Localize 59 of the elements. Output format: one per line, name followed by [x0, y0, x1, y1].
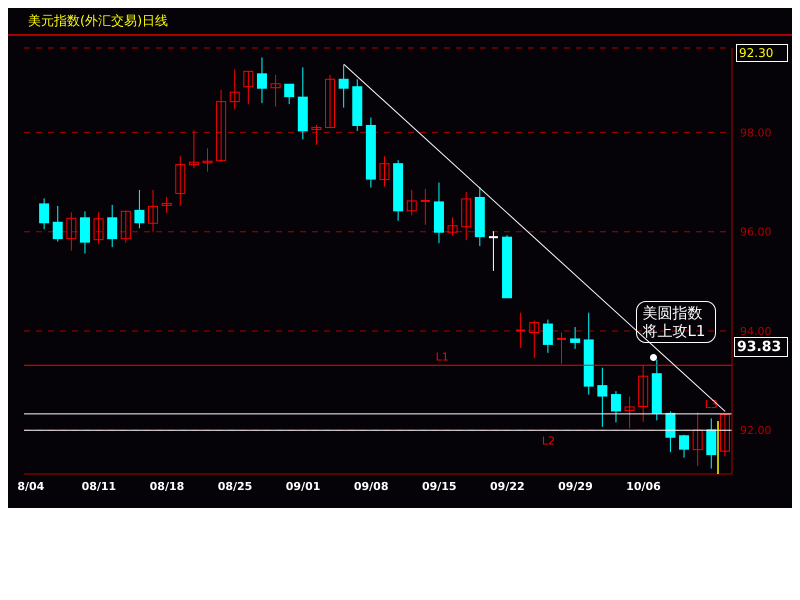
candlestick	[148, 190, 158, 232]
y-tick-label: 94.00	[740, 324, 772, 338]
x-tick-label: 09/08	[354, 480, 389, 493]
x-tick-label: 09/15	[422, 480, 457, 493]
candlestick	[94, 212, 104, 245]
candlestick	[461, 191, 472, 241]
candlestick	[311, 124, 322, 146]
x-tick-label: 08/11	[82, 480, 116, 493]
candlestick	[175, 156, 186, 206]
candlestick	[610, 390, 621, 423]
x-tick-label: 09/29	[558, 480, 593, 493]
candlestick	[162, 196, 172, 214]
candlestick	[188, 130, 199, 169]
candlestick	[488, 230, 499, 272]
candlestick	[52, 205, 63, 242]
candlestick	[338, 64, 349, 108]
candlestick	[216, 89, 226, 163]
candlestick	[107, 204, 118, 248]
candlestick	[679, 434, 690, 458]
candlestick	[256, 56, 267, 104]
candlestick	[542, 319, 553, 354]
x-tick-label: 8/04	[17, 480, 45, 493]
candlestick	[515, 312, 526, 348]
chart-title: 美元指数(外汇交易)日线	[28, 13, 168, 30]
y-tick-label: 98.00	[740, 126, 772, 140]
candlestick	[665, 410, 676, 453]
candlestick	[624, 396, 635, 429]
candlestick	[134, 190, 144, 229]
x-tick-label: 08/25	[218, 480, 252, 493]
y-tick-label: 92.00	[740, 424, 772, 438]
ref-line-label: L2	[542, 434, 555, 448]
candlestick	[720, 413, 730, 457]
text: 93.83	[734, 337, 788, 357]
candlestick	[270, 74, 281, 108]
candlestick	[284, 84, 294, 105]
candlestick	[529, 320, 540, 359]
candlestick	[243, 70, 254, 105]
candlestick	[597, 367, 608, 428]
x-tick-label: 09/22	[490, 480, 525, 493]
x-tick-label: 10/06	[626, 480, 662, 493]
candlestick	[570, 326, 580, 350]
ref-line-label: L3	[704, 398, 718, 411]
candlestick	[39, 198, 50, 230]
candlestick	[406, 190, 417, 216]
annotation: 美圆指数将上攻L1	[636, 301, 716, 344]
candlestick	[66, 212, 76, 252]
candlestick	[230, 68, 240, 110]
x-tick-label: 09/01	[286, 480, 320, 493]
y-tick-label: 96.00	[740, 226, 772, 239]
candlestick	[448, 216, 458, 236]
candlestick	[380, 156, 390, 188]
candlestick	[420, 188, 431, 226]
text: 92.30	[736, 44, 788, 62]
candlestick	[692, 412, 703, 467]
candlestick	[325, 74, 336, 128]
ref-line-label: L1	[436, 350, 449, 364]
x-tick-label: 08/18	[150, 480, 184, 493]
candlestick	[120, 210, 131, 244]
candlestick	[202, 148, 212, 172]
